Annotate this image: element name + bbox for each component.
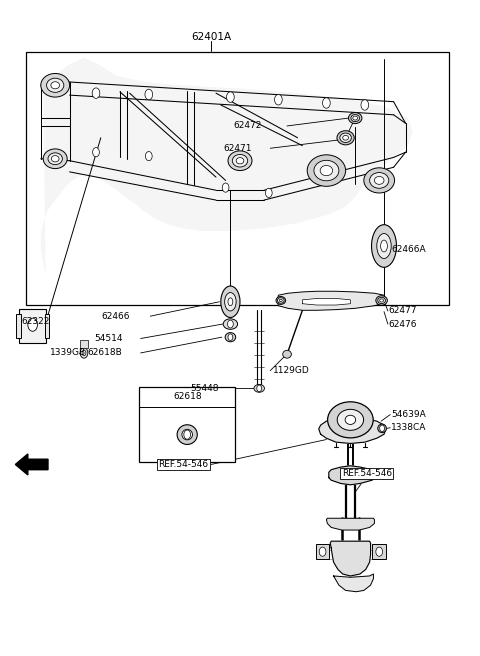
Circle shape	[93, 148, 99, 157]
Ellipse shape	[307, 155, 346, 186]
Circle shape	[92, 88, 100, 98]
Bar	[26, 52, 449, 305]
Text: 54514: 54514	[94, 334, 122, 343]
Ellipse shape	[232, 154, 248, 167]
Polygon shape	[330, 541, 371, 576]
Circle shape	[28, 318, 37, 331]
Ellipse shape	[48, 153, 62, 165]
Text: 1338CA: 1338CA	[391, 423, 427, 432]
Ellipse shape	[223, 319, 238, 329]
Bar	[139, 387, 235, 462]
Circle shape	[275, 94, 282, 105]
Circle shape	[82, 350, 86, 356]
Polygon shape	[302, 298, 350, 305]
Ellipse shape	[314, 160, 339, 181]
Ellipse shape	[378, 424, 386, 433]
Text: 1129GD: 1129GD	[273, 366, 310, 375]
Polygon shape	[41, 58, 413, 276]
Circle shape	[361, 100, 369, 110]
Text: FR.: FR.	[20, 458, 42, 471]
Ellipse shape	[276, 297, 286, 304]
Ellipse shape	[337, 131, 354, 145]
Bar	[16, 314, 21, 338]
Polygon shape	[15, 454, 48, 475]
Ellipse shape	[343, 135, 348, 140]
Ellipse shape	[320, 165, 333, 176]
Ellipse shape	[374, 176, 384, 184]
Ellipse shape	[327, 401, 373, 438]
Ellipse shape	[353, 116, 358, 120]
Polygon shape	[329, 466, 375, 485]
Polygon shape	[334, 574, 373, 592]
Ellipse shape	[340, 133, 351, 142]
Ellipse shape	[228, 151, 252, 171]
Bar	[80, 340, 88, 348]
Circle shape	[222, 183, 229, 192]
Text: 55448: 55448	[190, 384, 218, 393]
Ellipse shape	[228, 298, 233, 306]
Ellipse shape	[351, 115, 360, 121]
Circle shape	[80, 348, 88, 358]
Text: 62401A: 62401A	[191, 31, 231, 42]
Ellipse shape	[348, 113, 362, 123]
Text: 62618: 62618	[173, 392, 202, 401]
Circle shape	[323, 98, 330, 108]
Polygon shape	[319, 417, 386, 443]
Polygon shape	[277, 291, 385, 310]
Ellipse shape	[225, 293, 236, 311]
Text: REF.54-546: REF.54-546	[158, 460, 208, 469]
Bar	[45, 314, 49, 338]
Text: 62466: 62466	[101, 312, 130, 321]
Bar	[316, 544, 329, 559]
Text: 54639A: 54639A	[391, 410, 426, 419]
Ellipse shape	[43, 149, 67, 169]
Text: 62471: 62471	[224, 144, 252, 153]
Text: 62476: 62476	[389, 319, 417, 329]
Circle shape	[257, 385, 262, 392]
Circle shape	[227, 92, 234, 102]
Ellipse shape	[225, 333, 236, 342]
Circle shape	[319, 547, 326, 556]
Ellipse shape	[337, 409, 364, 430]
Circle shape	[376, 547, 383, 556]
Circle shape	[228, 334, 233, 340]
Ellipse shape	[376, 296, 387, 305]
Text: 62618B: 62618B	[88, 348, 122, 358]
Ellipse shape	[372, 224, 396, 268]
Ellipse shape	[221, 286, 240, 318]
Ellipse shape	[41, 73, 70, 97]
Ellipse shape	[345, 415, 356, 424]
Ellipse shape	[236, 157, 244, 164]
Ellipse shape	[378, 297, 385, 304]
Circle shape	[380, 425, 384, 432]
Polygon shape	[326, 518, 374, 530]
Text: 62472: 62472	[233, 121, 262, 131]
Ellipse shape	[177, 425, 197, 445]
Circle shape	[184, 430, 191, 440]
Ellipse shape	[182, 430, 192, 440]
Ellipse shape	[47, 78, 64, 92]
Circle shape	[228, 320, 233, 328]
Ellipse shape	[279, 299, 282, 302]
Text: REF.54-546: REF.54-546	[342, 469, 392, 478]
Ellipse shape	[380, 299, 384, 302]
Text: 1339GB: 1339GB	[50, 348, 86, 358]
Text: 62322: 62322	[22, 317, 50, 326]
Ellipse shape	[381, 240, 387, 252]
Bar	[372, 544, 386, 559]
Circle shape	[145, 89, 153, 100]
Ellipse shape	[364, 168, 395, 193]
Text: 62466A: 62466A	[391, 245, 426, 254]
Ellipse shape	[283, 350, 291, 358]
Ellipse shape	[277, 298, 284, 303]
Ellipse shape	[254, 384, 264, 392]
Ellipse shape	[377, 234, 391, 258]
Ellipse shape	[51, 82, 60, 89]
Ellipse shape	[370, 173, 389, 188]
Circle shape	[145, 152, 152, 161]
Bar	[19, 309, 46, 343]
Ellipse shape	[51, 155, 59, 162]
Text: 62477: 62477	[389, 306, 417, 316]
Circle shape	[265, 188, 272, 197]
